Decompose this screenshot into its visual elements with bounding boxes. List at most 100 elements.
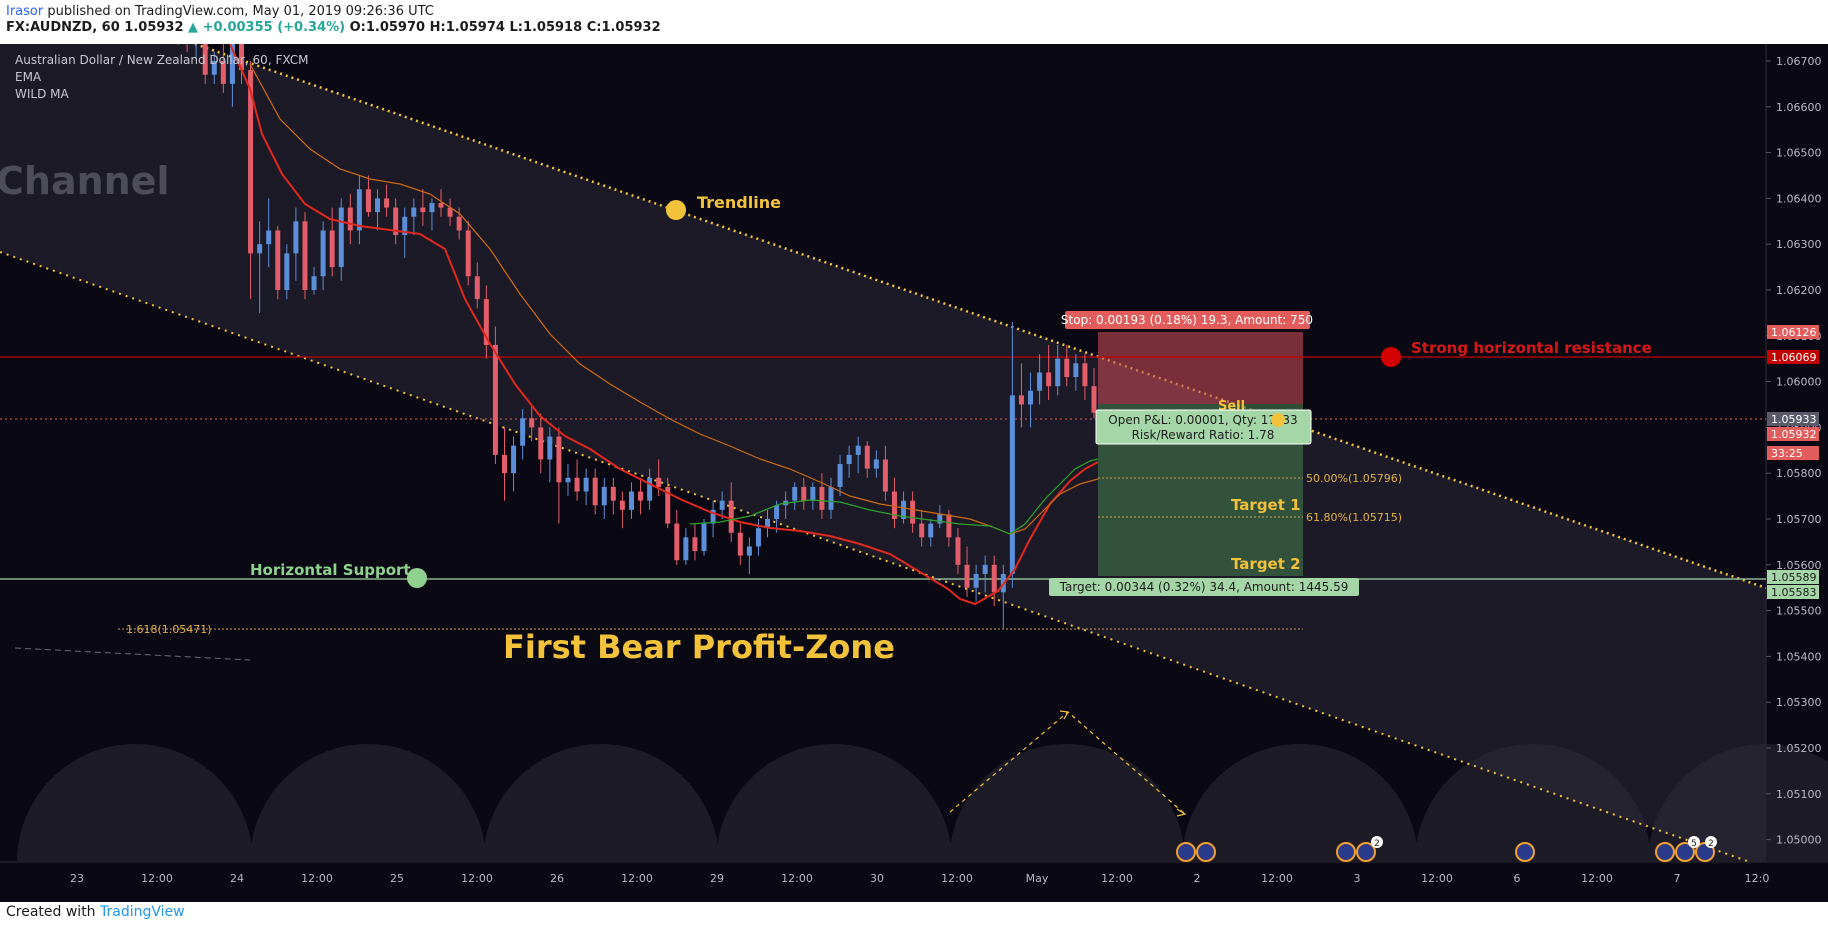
last-price: 1.05932 (124, 20, 184, 35)
au-flag-icon[interactable] (1675, 842, 1695, 862)
candle-body (583, 477, 589, 492)
channel-watermark: Channel (0, 159, 170, 203)
target-box[interactable] (1049, 578, 1359, 596)
candle-body (928, 523, 934, 538)
candle-body (683, 537, 689, 561)
price-tick-label: 1.05400 (1776, 650, 1822, 663)
legend-wild-ma[interactable]: WILD MA (15, 87, 69, 101)
candle-body (719, 500, 725, 510)
candle-body (248, 70, 254, 254)
time-tick-label: 12:00 (141, 872, 173, 885)
candle-body (910, 500, 916, 524)
candle-body (511, 445, 517, 474)
candle-body (1064, 358, 1070, 378)
price-tag-label: 1.05932 (1771, 428, 1817, 441)
pnl-box[interactable] (1095, 409, 1312, 445)
au-flag-icon[interactable] (1196, 842, 1216, 862)
price-tag-label: 1.05589 (1771, 571, 1817, 584)
price-tick-label: 1.05800 (1776, 467, 1822, 480)
quote-line: FX:AUDNZD, 60 1.05932 ▲ +0.00355 (+0.34%… (6, 20, 661, 35)
candle-body (647, 477, 653, 501)
candle-body (447, 207, 453, 217)
candle-body (1009, 395, 1015, 574)
candle-body (384, 198, 390, 208)
price-chart[interactable]: 1.06700 1.06600 1.06500 1.06400 1.06300 1.062… (0, 44, 1828, 902)
candle-body (973, 573, 979, 588)
time-tick-label: 23 (70, 872, 84, 885)
price-tick-label: 1.05300 (1776, 696, 1822, 709)
price-tag-label: 1.05583 (1771, 586, 1817, 599)
event-icons[interactable]: 2 5 2 (1176, 836, 1717, 862)
trendline-label: Trendline (697, 193, 781, 212)
candle-body (438, 202, 444, 208)
candle-body (828, 486, 834, 510)
candle-body (420, 207, 426, 213)
time-tick-label: May (1026, 872, 1049, 885)
author-link[interactable]: Irasor (6, 4, 44, 19)
time-tick-label: 26 (550, 872, 564, 885)
time-tick-label: 12:00 (941, 872, 973, 885)
candle-body (320, 230, 326, 277)
candle-body (275, 230, 281, 290)
candle-body (429, 202, 435, 213)
time-tick-label: 12:00 (301, 872, 333, 885)
candle-body (1018, 395, 1024, 405)
au-flag-icon[interactable] (1356, 842, 1376, 862)
candle-body (402, 216, 408, 236)
candle-body (1037, 372, 1043, 391)
candle-body (792, 486, 798, 501)
price-tick-label: 1.06600 (1776, 101, 1822, 114)
price-tick-label: 1.06400 (1776, 192, 1822, 205)
candle-body (556, 436, 562, 483)
candle-body (864, 445, 870, 469)
price-tag (1767, 325, 1819, 339)
candle-body (937, 514, 943, 524)
resistance-marker (1381, 347, 1401, 367)
legend-ema[interactable]: EMA (15, 70, 42, 84)
price-change: ▲ +0.00355 (+0.34%) (188, 20, 346, 35)
tradingview-logo-link[interactable]: TradingView (100, 904, 185, 920)
event-count-badge (1688, 836, 1700, 848)
stop-zone (1098, 332, 1303, 404)
candle-body (329, 230, 335, 268)
candle-body (456, 216, 462, 231)
candle-body (483, 299, 489, 345)
support-marker (407, 568, 427, 588)
candle-body (293, 221, 299, 254)
candle-body (1028, 390, 1034, 405)
time-tick-label: 29 (710, 872, 724, 885)
candle-body (692, 537, 698, 552)
stop-box[interactable] (1065, 311, 1310, 329)
time-tick-label: 12:00 (1101, 872, 1133, 885)
candle-body (538, 427, 544, 460)
candle-body (365, 189, 371, 213)
candle-body (774, 505, 780, 519)
candle-body (338, 207, 344, 268)
time-tick-label: 7 (1674, 872, 1681, 885)
candle-body (474, 276, 480, 300)
au-flag-icon[interactable] (1515, 842, 1535, 862)
time-tick-label: 12:00 (1581, 872, 1613, 885)
au-flag-icon[interactable] (1655, 842, 1675, 862)
trendline-upper[interactable] (194, 44, 1767, 590)
trendline-lower[interactable] (0, 251, 1751, 863)
open-value: 1.05970 (365, 20, 426, 35)
price-tick-label: 1.06200 (1776, 284, 1822, 297)
candle-body (837, 464, 843, 487)
price-tag-label: 33:25 (1771, 447, 1803, 460)
price-tick-label: 1.05500 (1776, 605, 1822, 618)
au-flag-icon[interactable] (1176, 842, 1196, 862)
candle-body (284, 253, 290, 290)
candle-body (855, 445, 861, 455)
au-flag-icon[interactable] (1336, 842, 1356, 862)
cycle-arch (949, 744, 1185, 862)
candle-body (982, 564, 988, 574)
candle-body (565, 477, 571, 483)
candle-body (610, 486, 616, 501)
time-tick-label: 3 (1354, 872, 1361, 885)
candle-body (520, 418, 526, 446)
candle-body (411, 207, 417, 217)
close-value: 1.05932 (601, 20, 661, 35)
cycle-arch (17, 744, 253, 862)
price-tag-label: 1.06126 (1771, 326, 1817, 339)
